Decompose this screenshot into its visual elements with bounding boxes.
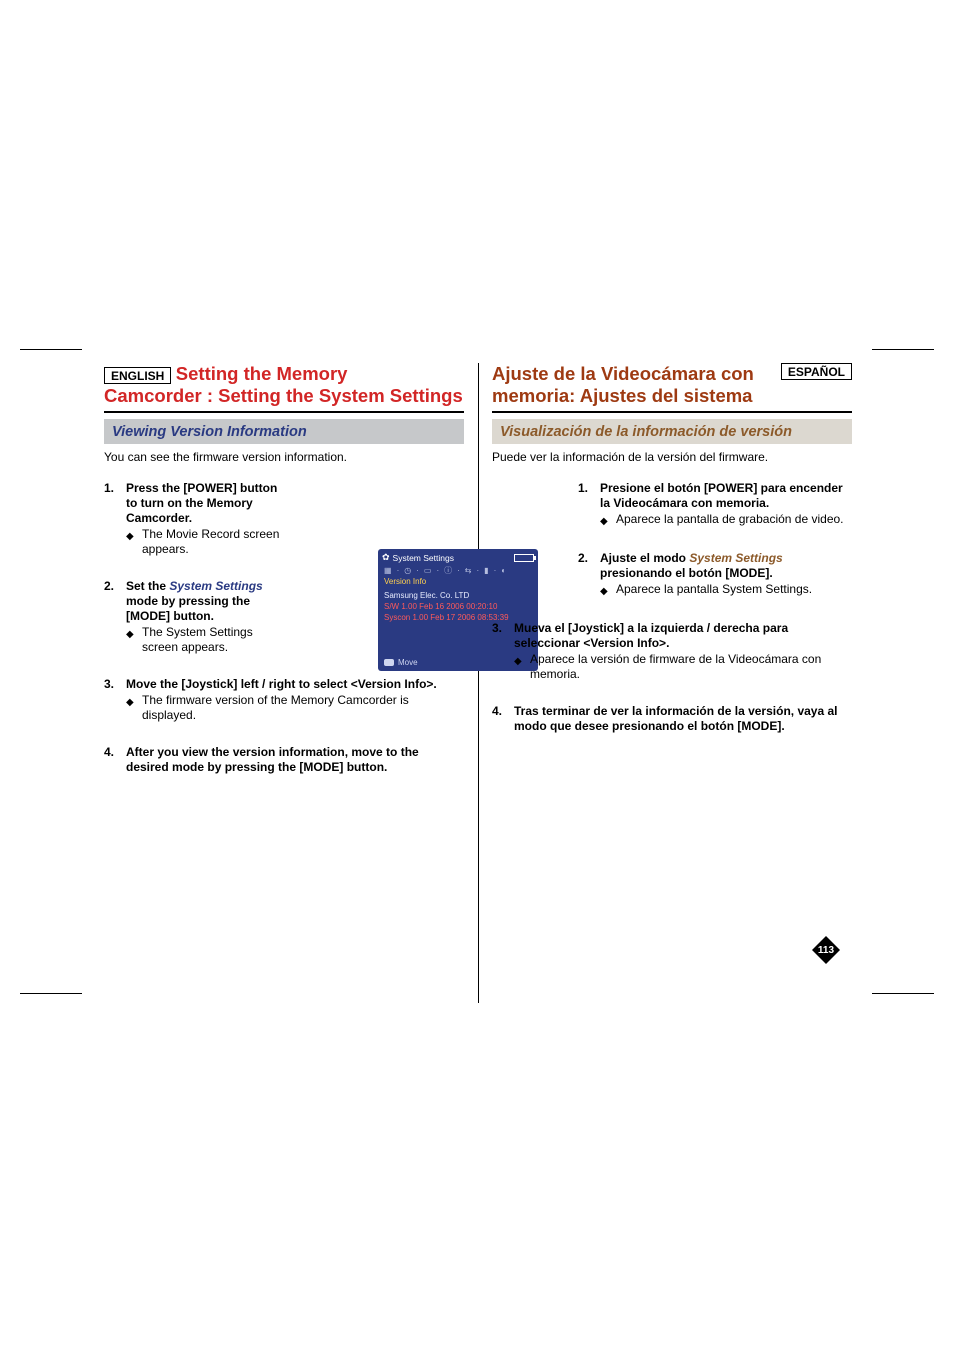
date-icon: ▭ — [424, 566, 432, 575]
crop-rule — [872, 993, 934, 994]
step-number: 4. — [492, 704, 514, 734]
step-en-1: 1. Press the [POWER] button to turn on t… — [104, 481, 464, 557]
steps-es: 1. Presione el botón [POWER] para encend… — [492, 481, 852, 734]
step-head: After you view the version information, … — [126, 745, 464, 775]
step-bullet: ◆The System Settings screen appears. — [126, 625, 286, 655]
step-bullet: ◆The firmware version of the Memory Camc… — [126, 693, 464, 723]
bullet-text: The firmware version of the Memory Camco… — [142, 693, 464, 723]
lang-badge-spanish: ESPAÑOL — [781, 363, 852, 380]
step-mode: System Settings — [689, 551, 782, 565]
step-number: 3. — [104, 677, 126, 723]
step-head-pre: Set the — [126, 579, 169, 593]
page-number-badge: 113 — [812, 936, 840, 964]
step-number: 2. — [104, 579, 126, 655]
bullet-text: Aparece la pantalla System Settings. — [616, 582, 852, 599]
title-es-line1: Ajuste de la Videocámara con — [492, 363, 781, 385]
crop-rule — [20, 993, 82, 994]
bullet-text: The Movie Record screen appears. — [142, 527, 286, 557]
info-icon: ⓘ — [444, 565, 452, 576]
step-head: Mueva el [Joystick] a la izquierda / der… — [514, 621, 852, 651]
step-number: 1. — [104, 481, 126, 557]
page-number: 113 — [812, 936, 840, 964]
step-head: Move the [Joystick] left / right to sele… — [126, 677, 464, 692]
step-es-3: 3. Mueva el [Joystick] a la izquierda / … — [492, 621, 852, 682]
bullet-text: Aparece la versión de firmware de la Vid… — [530, 652, 852, 682]
title-en-line1: Setting the Memory — [176, 363, 348, 384]
spanish-column: Ajuste de la Videocámara con ESPAÑOL mem… — [478, 363, 852, 1003]
manual-page: ENGLISH Setting the Memory Camcorder : S… — [20, 303, 934, 1040]
step-en-3: 3. Move the [Joystick] left / right to s… — [104, 677, 464, 723]
bullet-text: The System Settings screen appears. — [142, 625, 286, 655]
step-bullet: ◆Aparece la pantalla de grabación de vid… — [600, 512, 852, 529]
screenshot-footer: Move — [384, 658, 418, 667]
content-area: ENGLISH Setting the Memory Camcorder : S… — [104, 363, 852, 1003]
screenshot-title: System Settings — [393, 553, 454, 563]
gear-icon: ✿ — [382, 552, 390, 563]
step-head: Ajuste el modo System Settings presionan… — [600, 551, 852, 581]
step-head: Presione el botón [POWER] para encender … — [600, 481, 852, 511]
title-block-en: ENGLISH Setting the Memory Camcorder : S… — [104, 363, 464, 413]
step-head: Tras terminar de ver la información de l… — [514, 704, 852, 734]
title-rule — [104, 411, 464, 413]
step-number: 4. — [104, 745, 126, 775]
step-head: Press the [POWER] button to turn on the … — [126, 481, 286, 526]
step-head-post: mode by pressing the [MODE] button. — [126, 594, 250, 623]
step-bullet: ◆The Movie Record screen appears. — [126, 527, 286, 557]
step-number: 3. — [492, 621, 514, 682]
step-es-1: 1. Presione el botón [POWER] para encend… — [492, 481, 852, 529]
title-en-line2: Camcorder : Setting the System Settings — [104, 385, 464, 407]
step-bullet: ◆Aparece la pantalla System Settings. — [600, 582, 852, 599]
step-head-pre: Ajuste el modo — [600, 551, 689, 565]
clock-icon: ◷ — [404, 566, 411, 575]
bullet-text: Aparece la pantalla de grabación de vide… — [616, 512, 852, 529]
step-head: Set the System Settings mode by pressing… — [126, 579, 286, 624]
step-bullet: ◆Aparece la versión de firmware de la Vi… — [514, 652, 852, 682]
subheader-en: Viewing Version Information — [104, 419, 464, 444]
step-number: 1. — [578, 481, 600, 529]
usb-icon: ⇆ — [465, 566, 472, 575]
title-rule — [492, 411, 852, 413]
crop-rule — [872, 349, 934, 350]
step-es-4: 4. Tras terminar de ver la información d… — [492, 704, 852, 734]
grid-icon: ▦ — [384, 566, 392, 575]
step-head-post: presionando el botón [MODE]. — [600, 566, 773, 580]
crop-rule — [20, 349, 82, 350]
intro-en: You can see the firmware version informa… — [104, 450, 464, 465]
title-es-line2: memoria: Ajustes del sistema — [492, 385, 852, 407]
joystick-icon — [384, 659, 394, 666]
intro-es: Puede ver la información de la versión d… — [492, 450, 852, 465]
step-es-2: 2. Ajuste el modo System Settings presio… — [492, 551, 852, 599]
english-column: ENGLISH Setting the Memory Camcorder : S… — [104, 363, 478, 1003]
step-en-4: 4. After you view the version informatio… — [104, 745, 464, 775]
lang-badge-english: ENGLISH — [104, 367, 171, 384]
step-mode: System Settings — [169, 579, 262, 593]
step-number: 2. — [578, 551, 600, 599]
title-block-es: Ajuste de la Videocámara con ESPAÑOL mem… — [492, 363, 852, 413]
screenshot-move: Move — [398, 658, 418, 667]
subheader-es: Visualización de la información de versi… — [492, 419, 852, 444]
